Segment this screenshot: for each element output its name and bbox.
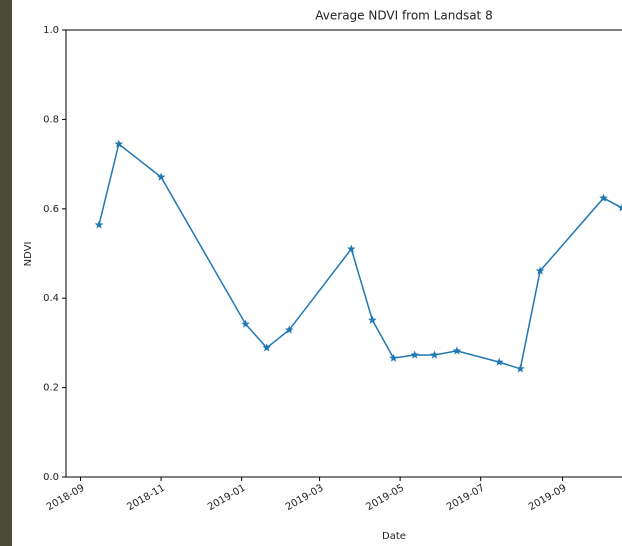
x-tick-label: 2019-09 xyxy=(527,483,569,513)
data-point xyxy=(95,220,104,228)
data-point xyxy=(453,346,462,354)
x-tick-label: 2019-07 xyxy=(445,483,487,513)
data-point xyxy=(430,351,439,359)
y-tick-label: 0.8 xyxy=(43,114,59,125)
chart: Average NDVI from Landsat 8 Date NDVI 0.… xyxy=(0,0,622,546)
background-strip xyxy=(0,0,12,546)
data-point xyxy=(495,358,504,366)
y-tick-label: 0.6 xyxy=(43,204,59,215)
y-tick-label: 0.4 xyxy=(43,293,59,304)
x-tick-label: 2018-11 xyxy=(125,483,167,513)
data-point xyxy=(368,316,377,324)
data-point xyxy=(347,245,356,253)
page: {"chart_data": {"type": "line", "title":… xyxy=(0,0,622,546)
x-tick-label: 2019-01 xyxy=(206,483,248,513)
y-tick-label: 1.0 xyxy=(43,25,59,36)
y-tick-label: 0.2 xyxy=(43,383,59,394)
x-tick-label: 2019-03 xyxy=(284,483,326,513)
data-point xyxy=(618,203,622,211)
y-axis-label: NDVI xyxy=(23,242,34,267)
data-point xyxy=(389,354,398,362)
data-point xyxy=(516,364,525,372)
x-axis-label: Date xyxy=(382,531,406,542)
y-tick-label: 0.0 xyxy=(43,472,59,483)
x-tick-label: 2019-05 xyxy=(364,483,406,513)
data-point xyxy=(410,351,419,359)
data-line xyxy=(99,144,622,369)
x-tick-label: 2018-09 xyxy=(45,483,87,513)
chart-title: Average NDVI from Landsat 8 xyxy=(315,9,492,23)
